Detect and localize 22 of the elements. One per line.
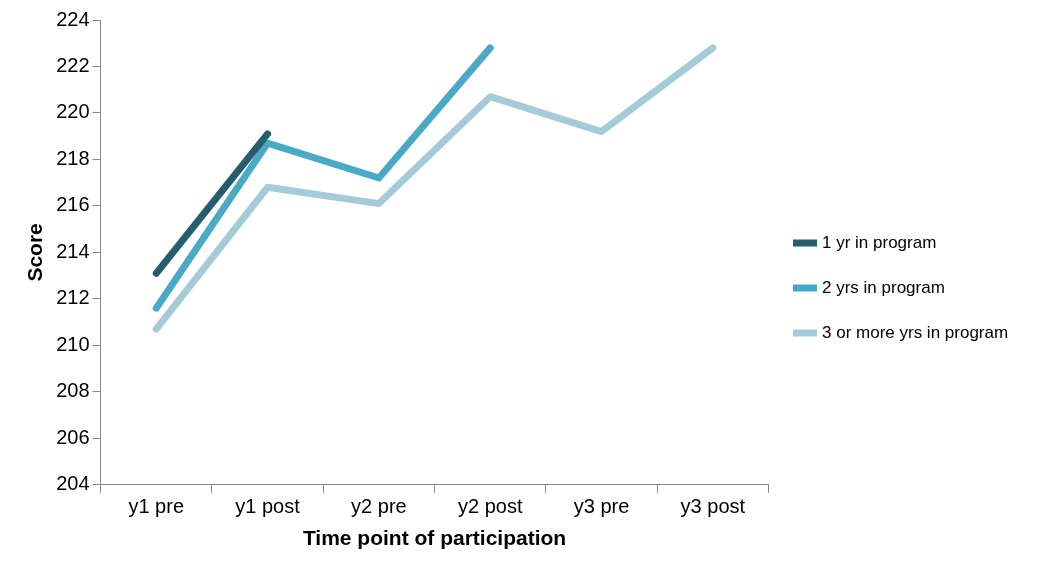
x-tick-label: y2 post <box>457 495 523 518</box>
y-tick-label: 208 <box>56 379 90 402</box>
y-tick-label: 222 <box>56 54 90 76</box>
y-tick-label: 206 <box>56 425 90 448</box>
x-tick-label: y1 post <box>235 495 301 518</box>
y-tick-label: 214 <box>56 239 90 262</box>
x-axis-title: Time point of participation <box>302 526 567 550</box>
legend-label: 3 or more yrs in program <box>822 322 1009 342</box>
y-tick-label: 216 <box>56 193 90 216</box>
x-tick-label: y1 pre <box>128 495 185 518</box>
y-tick-label: 210 <box>56 332 90 355</box>
x-tick-label: y3 post <box>680 495 746 518</box>
x-tick-label: y2 pre <box>351 495 407 518</box>
y-axis-title: Score <box>23 223 47 282</box>
legend-label: 1 yr in program <box>822 232 937 252</box>
x-tick-label: y3 pre <box>573 495 630 518</box>
y-tick-label: 212 <box>56 286 90 309</box>
y-tick-label: 218 <box>56 146 90 169</box>
y-tick-label: 204 <box>56 472 90 495</box>
y-tick-label: 220 <box>56 100 90 123</box>
y-tick-label: 224 <box>56 7 90 30</box>
legend-label: 2 yrs in program <box>822 277 945 297</box>
